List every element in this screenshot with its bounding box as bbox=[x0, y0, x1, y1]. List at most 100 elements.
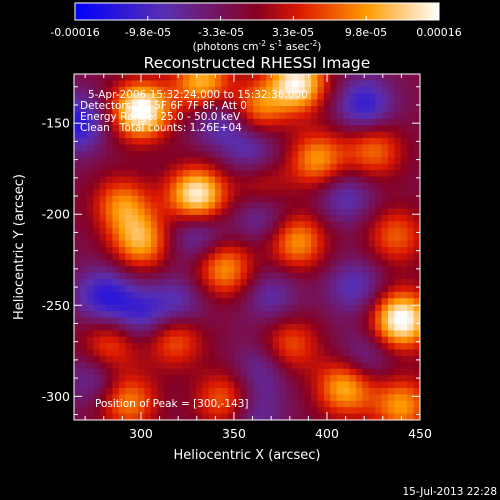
heatmap-cell bbox=[234, 125, 242, 133]
heatmap-cell bbox=[144, 323, 152, 331]
heatmap-cell bbox=[240, 195, 248, 203]
heatmap-cell bbox=[125, 214, 133, 222]
heatmap-cell bbox=[221, 394, 229, 402]
heatmap-cell bbox=[93, 362, 101, 370]
heatmap-cell bbox=[112, 375, 120, 383]
heatmap-cell bbox=[163, 285, 171, 293]
heatmap-cell bbox=[138, 336, 146, 344]
heatmap-cell bbox=[189, 214, 197, 222]
heatmap-cell bbox=[387, 80, 395, 88]
heatmap-cell bbox=[227, 176, 235, 184]
heatmap-cell bbox=[247, 234, 255, 242]
heatmap-cell bbox=[279, 253, 287, 261]
heatmap-cell bbox=[214, 202, 222, 210]
heatmap-cell bbox=[150, 131, 158, 139]
heatmap-cell bbox=[247, 323, 255, 331]
heatmap-cell bbox=[80, 394, 88, 402]
heatmap-cell bbox=[112, 99, 120, 107]
heatmap-cell bbox=[387, 176, 395, 184]
chart-title: Reconstructed RHESSI Image bbox=[144, 54, 371, 72]
heatmap-cell bbox=[400, 214, 408, 222]
heatmap-cell bbox=[106, 170, 114, 178]
heatmap-cell bbox=[311, 362, 319, 370]
heatmap-cell bbox=[247, 144, 255, 152]
heatmap-cell bbox=[157, 138, 165, 146]
heatmap-cell bbox=[112, 311, 120, 319]
heatmap-cell bbox=[375, 93, 383, 101]
heatmap-cell bbox=[138, 375, 146, 383]
heatmap-cell bbox=[298, 362, 306, 370]
heatmap-cell bbox=[253, 394, 261, 402]
heatmap-cell bbox=[247, 176, 255, 184]
heatmap-cell bbox=[291, 343, 299, 351]
heatmap-cell bbox=[272, 93, 280, 101]
heatmap-cell bbox=[368, 106, 376, 114]
heatmap-cell bbox=[343, 170, 351, 178]
heatmap-cell bbox=[144, 298, 152, 306]
heatmap-cell bbox=[93, 202, 101, 210]
heatmap-cell bbox=[86, 86, 94, 94]
heatmap-cell bbox=[407, 86, 415, 94]
heatmap-cell bbox=[138, 381, 146, 389]
heatmap-cell bbox=[381, 195, 389, 203]
heatmap-cell bbox=[86, 330, 94, 338]
heatmap-cell bbox=[311, 74, 319, 82]
heatmap-cell bbox=[266, 131, 274, 139]
heatmap-cell bbox=[163, 407, 171, 415]
heatmap-cell bbox=[355, 407, 363, 415]
heatmap-cell bbox=[74, 253, 82, 261]
heatmap-cell bbox=[125, 311, 133, 319]
heatmap-cell bbox=[381, 279, 389, 287]
heatmap-cell bbox=[304, 234, 312, 242]
heatmap-cell bbox=[343, 387, 351, 395]
heatmap-cell bbox=[323, 170, 331, 178]
heatmap-cell bbox=[131, 272, 139, 280]
heatmap-cell bbox=[80, 240, 88, 248]
heatmap-cell bbox=[311, 112, 319, 120]
heatmap-cell bbox=[202, 214, 210, 222]
heatmap-cell bbox=[279, 170, 287, 178]
heatmap-cell bbox=[182, 298, 190, 306]
heatmap-cell bbox=[343, 272, 351, 280]
heatmap-cell bbox=[253, 285, 261, 293]
heatmap-cell bbox=[208, 195, 216, 203]
heatmap-cell bbox=[118, 106, 126, 114]
heatmap-cell bbox=[407, 240, 415, 248]
heatmap-cell bbox=[195, 247, 203, 255]
heatmap-cell bbox=[112, 343, 120, 351]
heatmap-cell bbox=[413, 413, 420, 420]
heatmap-cell bbox=[272, 349, 280, 357]
heatmap-cell bbox=[131, 189, 139, 197]
heatmap-cell bbox=[138, 118, 146, 126]
heatmap-cell bbox=[240, 125, 248, 133]
heatmap-cell bbox=[266, 221, 274, 229]
heatmap-cell bbox=[118, 279, 126, 287]
heatmap-cell bbox=[394, 279, 402, 287]
heatmap-cell bbox=[291, 394, 299, 402]
heatmap-cell bbox=[375, 400, 383, 408]
heatmap-cell bbox=[394, 227, 402, 235]
heatmap-cell bbox=[368, 131, 376, 139]
heatmap-cell bbox=[202, 387, 210, 395]
heatmap-cell bbox=[80, 323, 88, 331]
heatmap-cell bbox=[349, 311, 357, 319]
heatmap-cell bbox=[86, 214, 94, 222]
heatmap-cell bbox=[400, 202, 408, 210]
heatmap-cell bbox=[394, 298, 402, 306]
heatmap-cell bbox=[240, 138, 248, 146]
heatmap-cell bbox=[375, 118, 383, 126]
heatmap-cell bbox=[336, 86, 344, 94]
heatmap-cell bbox=[150, 195, 158, 203]
heatmap-cell bbox=[317, 400, 325, 408]
heatmap-cell bbox=[362, 118, 370, 126]
heatmap-cell bbox=[157, 355, 165, 363]
heatmap-cell bbox=[150, 285, 158, 293]
heatmap-cell bbox=[259, 247, 267, 255]
heatmap-cell bbox=[400, 182, 408, 190]
heatmap-cell bbox=[259, 163, 267, 171]
heatmap-cell bbox=[195, 362, 203, 370]
heatmap-cell bbox=[118, 285, 126, 293]
heatmap-cell bbox=[349, 99, 357, 107]
heatmap-cell bbox=[86, 291, 94, 299]
heatmap-cell bbox=[375, 413, 383, 420]
